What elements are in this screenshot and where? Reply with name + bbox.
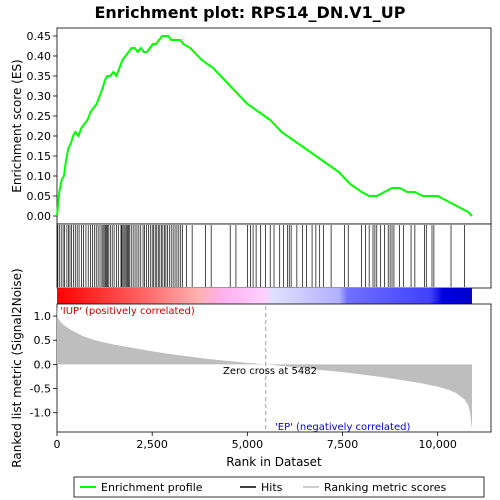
enrichment-profile-line [56,35,473,217]
legend: Enrichment profile Hits Ranking metric s… [73,476,485,498]
ranked-ytick-label: 1.0 [34,310,52,323]
rank-color-gradient [57,288,472,304]
es-ytick-label: 0.40 [27,50,52,63]
ranked-panel-frame [56,303,492,433]
es-panel: 0.00 0.05 0.10 0.15 0.20 0.25 0.30 0.35 0.40 0.45… [10,27,492,225]
negative-correlation-label: 'EP' (negatively correlated) [275,422,410,433]
chart-title: Enrichment plot: RPS14_DN.V1_UP [94,3,405,22]
ranked-panel: 1.0 0.5 0.0 -0.5 -1.0 'IUP' (positively corr… [10,268,492,468]
x-tick-label: 7,500 [327,438,359,451]
ranked-ylabel: Ranked list metric (Signal2Noise) [10,268,24,467]
es-ytick-label: 0.30 [27,90,52,103]
es-ytick-label: 0.20 [27,130,52,143]
es-ytick-label: 0.35 [27,70,52,83]
x-tick-label: 0 [54,438,61,451]
x-tick-label: 5,000 [232,438,264,451]
es-ytick-label: 0.15 [27,150,52,163]
ranked-ytick-label: -0.5 [30,383,51,396]
zero-cross-label: Zero cross at 5482 [223,366,317,377]
ranked-yticks: 1.0 0.5 0.0 -0.5 -1.0 [30,310,57,420]
x-axis-ticks: 0 2,500 5,000 7,500 10,000 [54,432,457,451]
es-ytick-label: 0.45 [27,30,52,43]
rank-color-bar [57,288,472,304]
legend-box [73,476,485,498]
ranked-ytick-label: 0.0 [34,358,52,371]
legend-metric-label: Ranking metric scores [324,481,446,494]
es-ylabel: Enrichment score (ES) [10,59,24,192]
x-tick-label: 10,000 [418,438,457,451]
es-ytick-label: 0.05 [27,190,52,203]
es-ytick-label: 0.10 [27,170,52,183]
es-yticks: 0.00 0.05 0.10 0.15 0.20 0.25 0.30 0.35 0.40 0.45 [27,30,57,223]
es-ytick-label: 0.00 [27,210,52,223]
x-axis-label: Rank in Dataset [226,455,322,469]
legend-enrichment-label: Enrichment profile [101,481,203,494]
ranked-ytick-label: -1.0 [30,407,51,420]
ranked-ytick-label: 0.5 [34,334,52,347]
legend-hits-label: Hits [261,481,283,494]
es-panel-frame [56,27,492,225]
x-tick-label: 2,500 [136,438,168,451]
positive-correlation-label: 'IUP' (positively correlated) [60,306,195,317]
ranking-metric-area [57,306,472,430]
hits-marks [57,225,465,287]
es-ytick-label: 0.25 [27,110,52,123]
hits-panel [56,223,492,289]
